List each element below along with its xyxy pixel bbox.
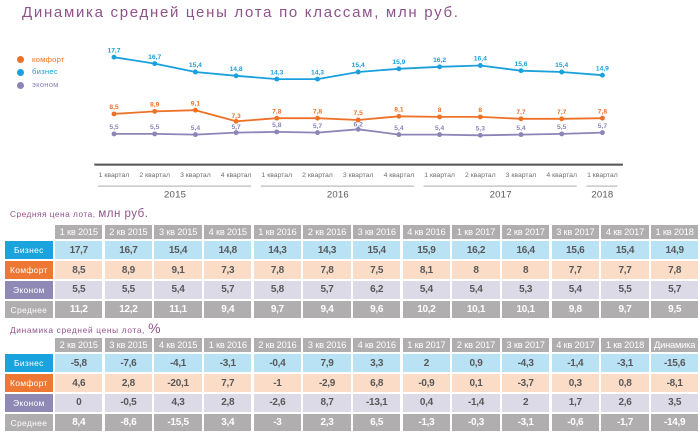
svg-text:5,7: 5,7	[313, 123, 323, 130]
svg-text:6,2: 6,2	[354, 121, 364, 128]
svg-text:14,3: 14,3	[270, 69, 283, 76]
svg-text:7,5: 7,5	[354, 110, 364, 117]
svg-text:7,8: 7,8	[272, 108, 282, 115]
svg-text:5,4: 5,4	[191, 125, 201, 132]
svg-text:14,8: 14,8	[230, 66, 243, 73]
svg-text:1 квартал: 1 квартал	[262, 172, 293, 179]
svg-text:3 квартал: 3 квартал	[506, 172, 537, 179]
svg-text:2 квартал: 2 квартал	[302, 172, 333, 179]
svg-text:14,3: 14,3	[311, 69, 324, 76]
svg-text:2018: 2018	[591, 190, 613, 201]
svg-text:5,3: 5,3	[476, 126, 486, 133]
svg-text:3 квартал: 3 квартал	[180, 172, 211, 179]
svg-text:15,9: 15,9	[392, 59, 405, 66]
svg-text:2017: 2017	[490, 190, 512, 201]
svg-text:7,7: 7,7	[516, 109, 526, 116]
svg-text:5,5: 5,5	[150, 124, 160, 131]
svg-text:5,5: 5,5	[109, 124, 119, 131]
svg-text:14,9: 14,9	[596, 65, 609, 72]
svg-text:5,7: 5,7	[598, 123, 608, 130]
svg-text:2016: 2016	[327, 190, 349, 201]
svg-text:4 квартал: 4 квартал	[221, 172, 252, 179]
svg-text:17,7: 17,7	[107, 47, 120, 54]
svg-text:15,4: 15,4	[352, 62, 365, 69]
svg-text:2015: 2015	[164, 190, 186, 201]
svg-text:3 квартал: 3 квартал	[343, 172, 374, 179]
svg-text:9,1: 9,1	[191, 100, 201, 107]
svg-text:4 квартал: 4 квартал	[384, 172, 415, 179]
svg-text:4 квартал: 4 квартал	[546, 172, 577, 179]
svg-text:8: 8	[478, 107, 482, 114]
svg-text:8,9: 8,9	[150, 102, 160, 109]
svg-text:15,6: 15,6	[514, 61, 527, 68]
svg-text:5,5: 5,5	[557, 124, 567, 131]
svg-text:1 квартал: 1 квартал	[587, 172, 618, 179]
svg-text:1 квартал: 1 квартал	[424, 172, 455, 179]
svg-text:7,8: 7,8	[598, 108, 608, 115]
svg-text:5,4: 5,4	[394, 125, 404, 132]
svg-text:5,7: 5,7	[231, 124, 241, 131]
svg-text:2 квартал: 2 квартал	[139, 172, 170, 179]
svg-text:8: 8	[438, 107, 442, 114]
svg-text:5,4: 5,4	[516, 125, 526, 132]
svg-text:8,5: 8,5	[109, 104, 119, 111]
svg-text:15,4: 15,4	[555, 62, 568, 69]
svg-text:5,4: 5,4	[435, 125, 445, 132]
svg-text:5,8: 5,8	[272, 122, 282, 129]
svg-text:7,3: 7,3	[231, 113, 241, 120]
svg-text:16,4: 16,4	[474, 56, 487, 63]
svg-text:8,1: 8,1	[394, 107, 404, 114]
svg-text:2 квартал: 2 квартал	[465, 172, 496, 179]
svg-text:7,8: 7,8	[313, 108, 323, 115]
svg-text:16,2: 16,2	[433, 57, 446, 64]
svg-text:16,7: 16,7	[148, 54, 161, 61]
svg-text:15,4: 15,4	[189, 62, 202, 69]
svg-text:1 квартал: 1 квартал	[99, 172, 130, 179]
svg-text:7,7: 7,7	[557, 109, 567, 116]
